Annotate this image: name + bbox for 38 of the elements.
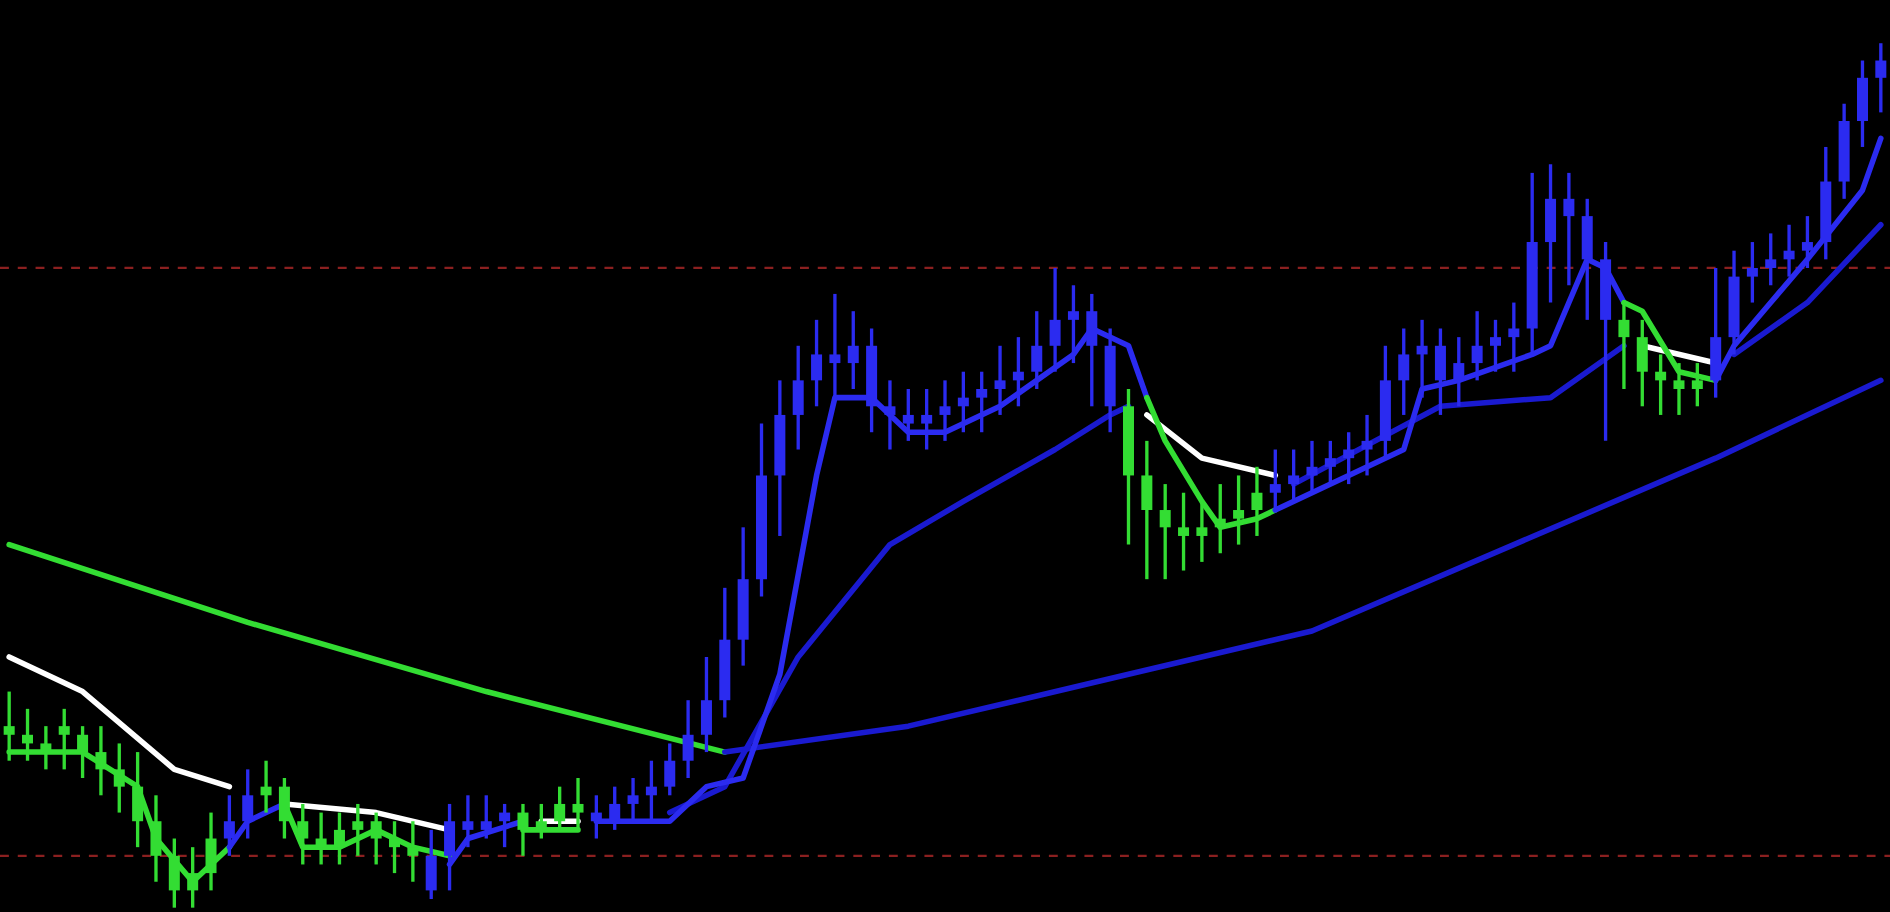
candlestick (921, 387, 933, 452)
candlestick (1801, 214, 1813, 270)
candlestick (1141, 439, 1153, 581)
candlestick (1434, 326, 1446, 417)
candlestick (1765, 231, 1777, 287)
candlestick (994, 344, 1006, 417)
candlestick (957, 370, 969, 434)
candlestick (1361, 413, 1373, 478)
candlestick (1178, 491, 1190, 573)
candlestick (792, 344, 804, 452)
candlestick (1288, 447, 1300, 504)
candlestick (1875, 41, 1887, 115)
candlestick (1489, 318, 1501, 374)
candlestick (1856, 58, 1868, 149)
candlestick (1783, 223, 1795, 279)
candlestick (700, 655, 712, 754)
candlestick (939, 378, 951, 443)
candlestick (1012, 335, 1024, 408)
candlestick (1471, 309, 1483, 383)
candlestick (1453, 335, 1465, 408)
candlestick (682, 698, 694, 780)
candlestick (1545, 162, 1557, 305)
candlestick (1324, 439, 1336, 486)
candlestick (976, 370, 988, 434)
candlestick (1508, 300, 1520, 374)
candlestick (884, 378, 896, 452)
candlestick (1416, 318, 1428, 400)
candlestick (1746, 240, 1758, 305)
candlestick (902, 387, 914, 443)
candlestick (847, 309, 859, 391)
candlestick (1343, 430, 1355, 486)
candlestick (260, 759, 272, 815)
candlestick (811, 318, 823, 408)
candlestick (1398, 326, 1410, 417)
candlestick (1159, 482, 1171, 581)
candlestick (664, 741, 676, 797)
candlestick (425, 828, 437, 901)
candlestick (1306, 439, 1318, 495)
